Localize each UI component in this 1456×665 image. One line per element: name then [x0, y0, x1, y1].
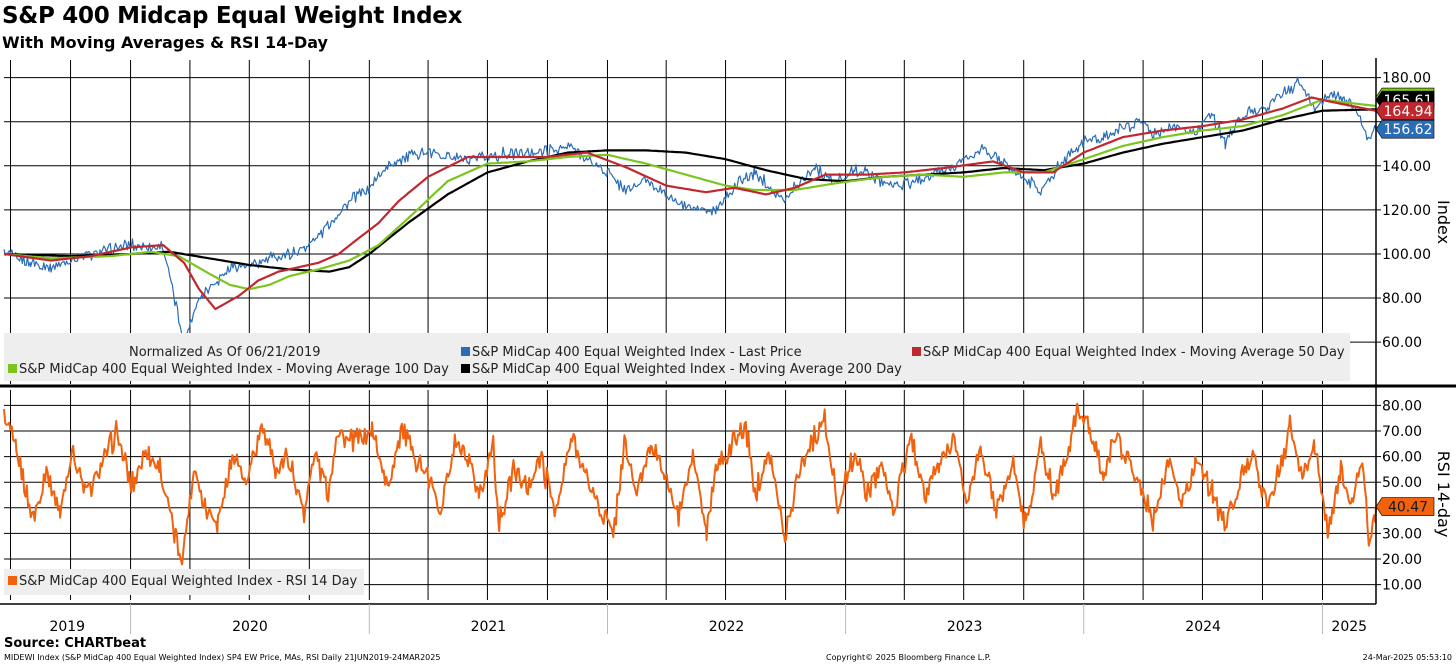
price-ytick-label: 60.00	[1382, 335, 1422, 351]
rsi-legend-box	[4, 569, 364, 595]
legend-label-ma200: S&P MidCap 400 Equal Weighted Index - Mo…	[472, 362, 902, 377]
footer-timestamp: 24-Mar-2025 05:53:10	[1362, 653, 1452, 662]
flag-ma50: 164.94	[1375, 101, 1435, 121]
price-series-line	[3, 76, 1377, 344]
legend-layer: Normalized As Of 06/21/2019 S&P MidCap 40…	[4, 333, 1350, 595]
legend-swatch-ma100	[8, 364, 17, 373]
flag-rsi: 40.47	[1375, 497, 1435, 516]
rsi-series-line	[3, 402, 1377, 566]
legend-swatch-rsi	[8, 576, 17, 585]
price-axis-title: Index	[1434, 200, 1453, 244]
rsi-ytick-label: 20.00	[1382, 552, 1422, 568]
flag-price: 156.62	[1375, 119, 1435, 139]
year-label: 2020	[232, 619, 268, 635]
page-subtitle: With Moving Averages & RSI 14-Day	[2, 33, 328, 52]
price-ytick-label: 80.00	[1382, 291, 1422, 307]
price-ytick-label: 140.00	[1382, 159, 1431, 175]
year-label: 2025	[1331, 619, 1367, 635]
frame-layer	[0, 58, 1456, 605]
ma50-series-line	[3, 96, 1377, 311]
legend-swatch-ma200	[461, 364, 470, 373]
rsi-axis-title: RSI 14-day	[1434, 451, 1453, 538]
footer-copyright: Copyright© 2025 Bloomberg Finance L.P.	[826, 653, 991, 662]
year-label: 2021	[471, 619, 507, 635]
svg-text:164.94: 164.94	[1384, 104, 1433, 120]
ma200-series-line	[4, 108, 1377, 273]
legend-swatch-price	[461, 347, 470, 356]
year-label: 2019	[49, 619, 85, 635]
year-label: 2023	[947, 619, 983, 635]
page-title: S&P 400 Midcap Equal Weight Index	[2, 3, 463, 29]
axis-layer: 60.0080.00100.00120.00140.00160.00180.00…	[49, 71, 1453, 635]
legend-label-price: S&P MidCap 400 Equal Weighted Index - La…	[472, 345, 802, 360]
price-ytick-label: 120.00	[1382, 203, 1431, 219]
price-ytick-label: 180.00	[1382, 71, 1431, 87]
legend-label-ma50: S&P MidCap 400 Equal Weighted Index - Mo…	[923, 345, 1345, 360]
svg-text:40.47: 40.47	[1388, 500, 1428, 516]
rsi-ytick-label: 50.00	[1382, 475, 1422, 491]
legend-label-ma100: S&P MidCap 400 Equal Weighted Index - Mo…	[19, 362, 449, 377]
rsi-ytick-label: 80.00	[1382, 398, 1422, 414]
grid-layer	[4, 60, 1376, 600]
ma100-series-line	[3, 98, 1377, 291]
price-ytick-label: 100.00	[1382, 247, 1431, 263]
rsi-ytick-label: 70.00	[1382, 424, 1422, 440]
source-label: Source: CHARTbeat	[4, 636, 147, 651]
legend-label-rsi: S&P MidCap 400 Equal Weighted Index - RS…	[19, 574, 358, 589]
series-layer	[3, 76, 1377, 566]
rsi-ytick-label: 10.00	[1382, 578, 1422, 594]
rsi-ytick-label: 30.00	[1382, 526, 1422, 542]
legend-swatch-ma50	[912, 347, 921, 356]
year-label: 2022	[709, 619, 745, 635]
rsi-ytick-label: 60.00	[1382, 450, 1422, 466]
legend-note: Normalized As Of 06/21/2019	[129, 345, 321, 360]
svg-text:156.62: 156.62	[1384, 122, 1433, 138]
year-label: 2024	[1185, 619, 1221, 635]
footer-description: MIDEWI Index (S&P MidCap 400 Equal Weigh…	[4, 653, 441, 662]
price-legend-box	[4, 333, 1350, 381]
